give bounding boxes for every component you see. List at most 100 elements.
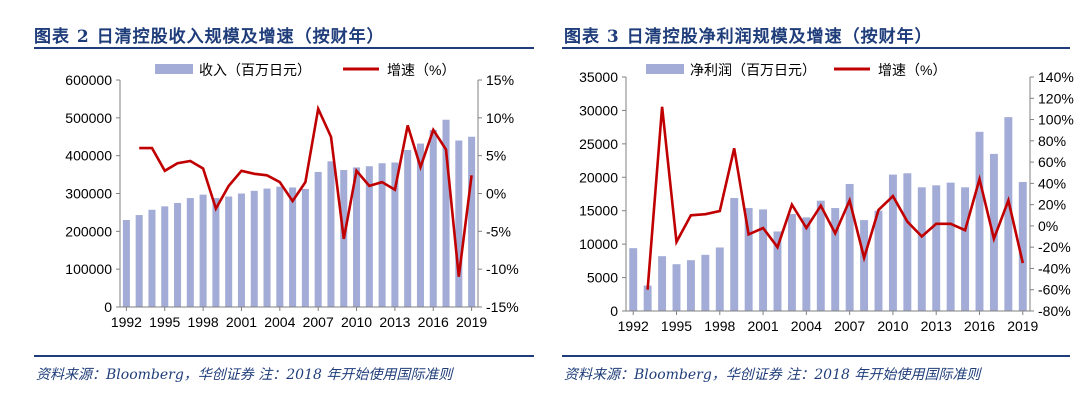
- y-tick-label-right: 100%: [1038, 112, 1074, 128]
- bar: [845, 183, 854, 311]
- source-rule: [34, 355, 534, 357]
- y-tick-label-left: 600000: [65, 72, 112, 88]
- bar: [186, 198, 194, 307]
- x-tick-label: 2007: [834, 318, 865, 334]
- bar: [135, 215, 143, 307]
- y-tick-label-left: 0: [104, 299, 112, 315]
- bar: [759, 209, 768, 311]
- legend-label-line: 增速（%）: [878, 62, 946, 78]
- y-tick-label-right: 40%: [1038, 175, 1066, 191]
- x-tick-label: 2001: [747, 318, 778, 334]
- x-tick-label: 2001: [226, 314, 257, 330]
- bar: [122, 219, 130, 307]
- bar: [816, 200, 825, 311]
- y-tick-label-right: -20%: [1038, 239, 1071, 255]
- source-rule: [562, 355, 1070, 357]
- y-tick-label-left: 30000: [579, 102, 618, 118]
- bar: [289, 187, 297, 307]
- y-tick-label-left: 10000: [579, 236, 618, 252]
- bar: [161, 206, 169, 307]
- bar: [643, 285, 652, 311]
- x-tick-label: 2010: [877, 318, 908, 334]
- x-tick-label: 1992: [618, 318, 649, 334]
- y-tick-label-left: 25000: [579, 136, 618, 152]
- figure-title: 图表 3 日清控股净利润规模及增速（按财年）: [564, 27, 933, 47]
- y-tick-label-right: -15%: [486, 299, 519, 315]
- bar: [468, 136, 476, 307]
- y-tick-label-left: 5000: [587, 270, 618, 286]
- bar: [404, 149, 412, 307]
- source-note: 资料来源：Bloomberg，华创证券 注：2018 年开始使用国际准则: [564, 367, 981, 383]
- bar: [787, 214, 796, 311]
- bar: [455, 140, 463, 307]
- net-profit-chart: 0 5000 10000 15000 20000 25000 30000 35000 -80% -…: [579, 62, 1074, 334]
- bar: [744, 208, 753, 311]
- x-tick-label: 2016: [418, 314, 449, 330]
- bar: [860, 220, 869, 311]
- figure-title: 图表 2 日清控股收入规模及增速（按财年）: [34, 27, 385, 47]
- bar: [932, 185, 941, 311]
- y-tick-label-right: 5%: [486, 148, 506, 164]
- bar: [199, 194, 207, 307]
- bar: [773, 231, 782, 311]
- x-tick-label: 2004: [791, 318, 822, 334]
- x-tick-label: 1998: [188, 314, 219, 330]
- y-tick-label-right: 60%: [1038, 154, 1066, 170]
- x-tick-label: 1992: [111, 314, 142, 330]
- bar: [263, 188, 271, 307]
- legend-label-bar: 收入（百万日元）: [199, 62, 311, 78]
- bar: [658, 256, 667, 311]
- legend-swatch-bar: [646, 64, 684, 74]
- x-tick-label: 2016: [964, 318, 995, 334]
- x-tick-label: 2013: [379, 314, 410, 330]
- legend-label-line: 增速（%）: [387, 62, 455, 78]
- bar: [802, 217, 811, 311]
- bar: [961, 187, 970, 311]
- growth-line: [646, 106, 1025, 290]
- x-tick-label: 2004: [264, 314, 295, 330]
- figure-left: 图表 2 日清控股收入规模及增速（按财年） 0 100000 200000 30000…: [34, 27, 534, 383]
- bar: [629, 248, 638, 311]
- bar: [903, 173, 912, 311]
- bar: [365, 166, 373, 307]
- y-tick-label-left: 200000: [65, 223, 112, 239]
- y-tick-label-right: 80%: [1038, 133, 1066, 149]
- bar: [686, 260, 695, 311]
- bar: [378, 163, 386, 307]
- bar: [314, 171, 322, 307]
- y-tick-label-right: -10%: [486, 261, 519, 277]
- x-tick-label: 1995: [149, 314, 180, 330]
- y-tick-label-left: 300000: [65, 186, 112, 202]
- bar: [429, 129, 437, 307]
- y-tick-label-left: 500000: [65, 110, 112, 126]
- bar: [174, 202, 182, 307]
- y-tick-label-right: 10%: [486, 110, 514, 126]
- bar: [416, 143, 424, 307]
- y-tick-label-right: -60%: [1038, 282, 1071, 298]
- y-tick-label-right: 0%: [1038, 218, 1058, 234]
- y-tick-label-left: 35000: [579, 69, 618, 85]
- bar: [250, 190, 258, 307]
- bar: [148, 209, 156, 307]
- title-rule: [562, 47, 1070, 49]
- bar: [888, 174, 897, 311]
- x-tick-label: 2013: [921, 318, 952, 334]
- source-note: 资料来源：Bloomberg，华创证券 注：2018 年开始使用国际准则: [36, 367, 453, 383]
- y-tick-label-left: 0: [610, 303, 618, 319]
- bar: [212, 198, 220, 307]
- y-tick-label-right: 20%: [1038, 197, 1066, 213]
- bar: [442, 119, 450, 307]
- bar: [831, 208, 840, 311]
- bar: [874, 210, 883, 311]
- x-tick-label: 2007: [303, 314, 334, 330]
- revenue-chart: 0 100000 200000 300000 400000 500000 600000 -15…: [65, 62, 519, 330]
- legend-label-bar: 净利润（百万日元）: [690, 62, 816, 78]
- y-tick-label-left: 15000: [579, 203, 618, 219]
- y-tick-label-left: 400000: [65, 148, 112, 164]
- bar: [225, 196, 233, 307]
- x-tick-label: 2019: [1007, 318, 1038, 334]
- bar: [730, 198, 739, 311]
- y-tick-label-right: -5%: [486, 223, 511, 239]
- bar: [327, 161, 335, 307]
- y-tick-label-right: 140%: [1038, 69, 1074, 85]
